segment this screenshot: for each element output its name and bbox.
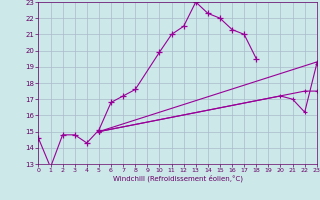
X-axis label: Windchill (Refroidissement éolien,°C): Windchill (Refroidissement éolien,°C) <box>113 175 243 182</box>
